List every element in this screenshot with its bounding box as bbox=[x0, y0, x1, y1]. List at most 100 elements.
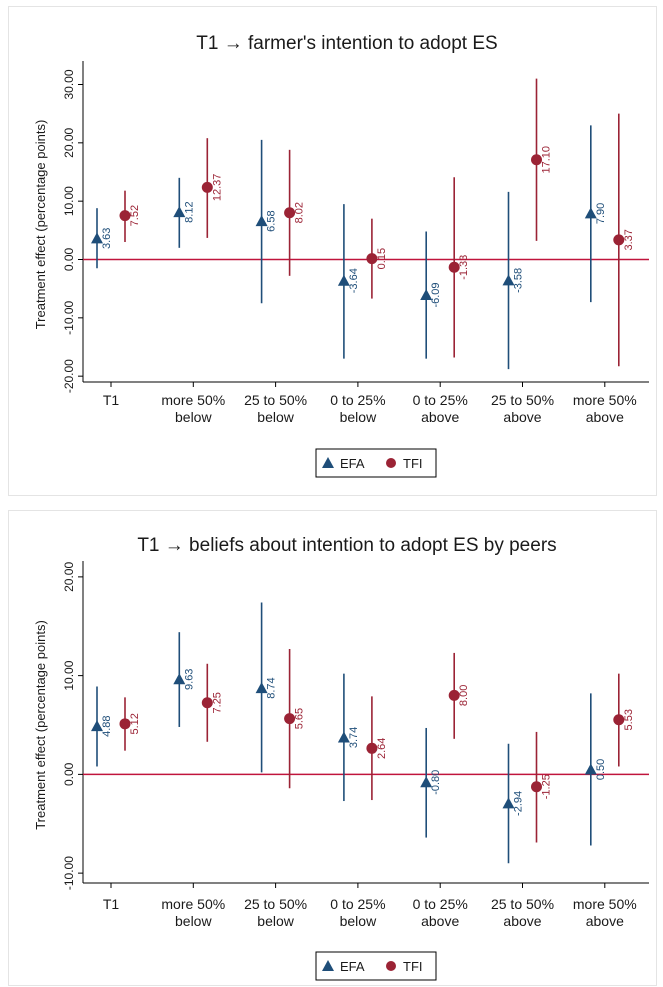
legend-box bbox=[315, 448, 437, 478]
y-tick-label: -10.00 bbox=[62, 300, 76, 334]
tfi-value-label: 2.64 bbox=[376, 738, 388, 759]
y-tick-label: 10.00 bbox=[62, 660, 76, 690]
y-tick-label: 0.00 bbox=[62, 247, 76, 271]
tfi-value-label: 8.00 bbox=[458, 685, 470, 706]
x-tick-label: above bbox=[503, 409, 541, 425]
tfi-value-label: 5.65 bbox=[294, 708, 306, 729]
x-tick-label: above bbox=[586, 409, 624, 425]
efa-value-label: 3.74 bbox=[348, 727, 360, 748]
tfi-point bbox=[613, 714, 625, 726]
legend: EFA TFI bbox=[315, 951, 437, 981]
x-tick-label: more 50% bbox=[573, 392, 637, 408]
efa-value-label: 8.12 bbox=[183, 201, 195, 222]
tfi-point bbox=[531, 781, 542, 793]
tfi-value-label: -1.33 bbox=[458, 255, 470, 280]
efa-value-label: 7.90 bbox=[595, 203, 607, 224]
x-tick-label: below bbox=[257, 913, 294, 929]
x-tick-label: 0 to 25% bbox=[330, 392, 385, 408]
y-axis-title: Treatment effect (percentage points) bbox=[33, 120, 48, 330]
efa-point bbox=[420, 776, 433, 788]
efa-legend-label: EFA bbox=[340, 456, 365, 471]
efa-value-label: 6.58 bbox=[266, 210, 278, 231]
x-tick-label: 0 to 25% bbox=[330, 896, 385, 912]
y-tick-label: -20.00 bbox=[62, 359, 76, 393]
tfi-value-label: 12.37 bbox=[211, 174, 223, 202]
chart-farmer-intention: T1 → farmer's intention to adopt ES -20.0… bbox=[33, 33, 649, 478]
tfi-point bbox=[613, 234, 625, 246]
efa-point bbox=[502, 797, 515, 809]
tfi-value-label: 5.53 bbox=[623, 709, 635, 730]
y-tick-label: 20.00 bbox=[62, 127, 76, 157]
tfi-value-label: 3.37 bbox=[623, 229, 635, 250]
efa-point bbox=[173, 206, 186, 218]
efa-point bbox=[91, 720, 103, 732]
tfi-legend-marker bbox=[386, 961, 396, 971]
tfi-legend-label: TFI bbox=[403, 959, 423, 974]
tfi-point bbox=[284, 207, 296, 219]
x-tick-label: below bbox=[175, 913, 212, 929]
legend-box bbox=[315, 951, 437, 981]
tfi-value-label: 7.25 bbox=[211, 692, 223, 713]
tfi-value-label: 0.15 bbox=[376, 248, 388, 269]
tfi-point bbox=[366, 253, 378, 265]
tfi-point bbox=[531, 154, 542, 166]
efa-point bbox=[255, 215, 268, 227]
efa-value-label: -0.80 bbox=[430, 770, 442, 795]
x-tick-label: below bbox=[340, 913, 377, 929]
x-tick-label: 0 to 25% bbox=[413, 896, 468, 912]
x-tick-label: below bbox=[257, 409, 294, 425]
x-tick-label: 25 to 50% bbox=[244, 896, 307, 912]
tfi-value-label: 5.12 bbox=[129, 713, 141, 734]
tfi-point bbox=[201, 697, 213, 709]
y-axis-title: Treatment effect (percentage points) bbox=[33, 620, 48, 830]
x-tick-label: more 50% bbox=[161, 896, 225, 912]
x-tick-label: above bbox=[421, 409, 459, 425]
y-tick-label: -10.00 bbox=[62, 856, 76, 890]
tfi-point bbox=[284, 713, 296, 725]
x-tick-label: below bbox=[340, 409, 377, 425]
tfi-point bbox=[201, 181, 213, 193]
legend: EFA TFI bbox=[315, 448, 437, 478]
efa-point bbox=[337, 731, 350, 743]
efa-point bbox=[91, 232, 103, 244]
x-tick-label: T1 bbox=[103, 896, 120, 912]
tfi-point bbox=[366, 742, 378, 754]
efa-value-label: 9.63 bbox=[183, 669, 195, 690]
efa-value-label: -6.09 bbox=[430, 282, 442, 307]
y-tick-label: 20.00 bbox=[62, 562, 76, 592]
efa-point bbox=[584, 763, 597, 775]
x-tick-label: more 50% bbox=[161, 392, 225, 408]
tfi-point bbox=[448, 689, 460, 701]
tfi-value-label: 17.10 bbox=[541, 146, 553, 174]
tfi-legend-marker bbox=[386, 458, 396, 468]
x-tick-label: more 50% bbox=[573, 896, 637, 912]
efa-value-label: 8.74 bbox=[266, 677, 278, 698]
efa-value-label: -2.94 bbox=[513, 791, 525, 816]
efa-point bbox=[337, 274, 350, 286]
efa-point bbox=[173, 673, 186, 685]
tfi-point bbox=[448, 261, 460, 273]
x-tick-label: above bbox=[503, 913, 541, 929]
x-tick-label: 25 to 50% bbox=[491, 896, 554, 912]
x-tick-label: 25 to 50% bbox=[244, 392, 307, 408]
tfi-value-label: 7.52 bbox=[129, 205, 141, 226]
x-tick-label: 0 to 25% bbox=[413, 392, 468, 408]
efa-point bbox=[584, 207, 597, 219]
efa-point bbox=[502, 274, 515, 286]
efa-value-label: 3.63 bbox=[101, 228, 113, 249]
efa-value-label: 4.88 bbox=[101, 715, 113, 736]
efa-value-label: -3.58 bbox=[513, 268, 525, 293]
chart-panel-farmer-intention: T1 → farmer's intention to adopt ES -20.0… bbox=[8, 6, 657, 496]
chart-peer-beliefs: T1 → beliefs about intention to adopt ES… bbox=[33, 535, 649, 981]
chart-title: T1 → farmer's intention to adopt ES bbox=[196, 33, 497, 54]
chart-title: T1 → beliefs about intention to adopt ES… bbox=[137, 535, 556, 556]
efa-point bbox=[255, 682, 268, 694]
chart-panel-peer-beliefs: T1 → beliefs about intention to adopt ES… bbox=[8, 510, 657, 986]
efa-point bbox=[420, 289, 433, 301]
efa-legend-marker bbox=[322, 960, 334, 971]
y-tick-label: 10.00 bbox=[62, 186, 76, 216]
tfi-point bbox=[119, 210, 131, 222]
x-tick-label: T1 bbox=[103, 392, 120, 408]
tfi-point bbox=[119, 718, 131, 730]
y-tick-label: 0.00 bbox=[62, 762, 76, 786]
